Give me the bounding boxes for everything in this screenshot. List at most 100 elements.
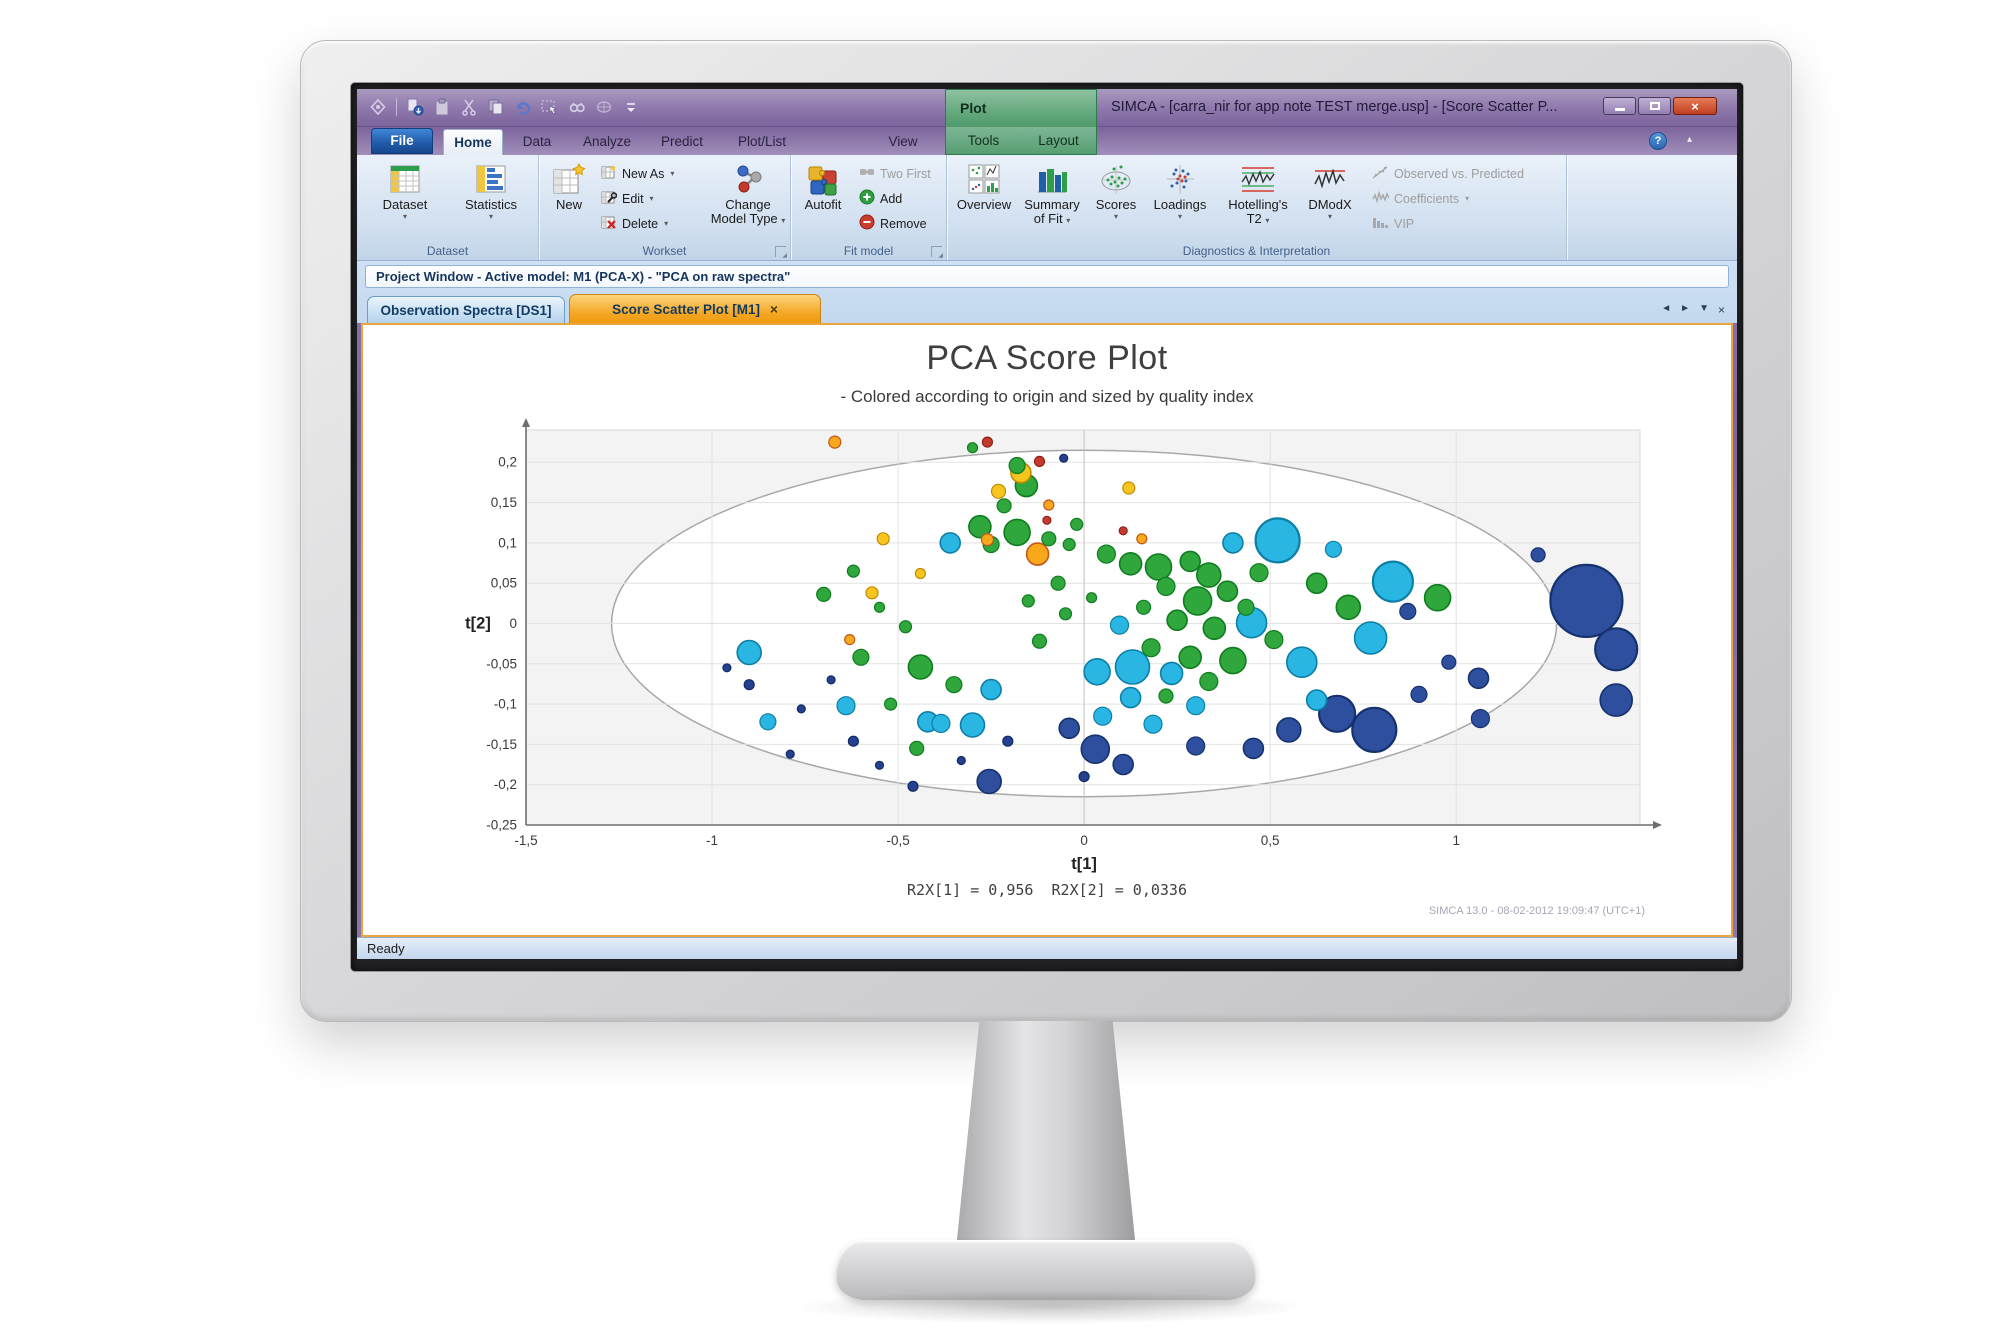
overview-button[interactable]: Overview [951,157,1017,212]
tab-controls: ◄ ► ▼ × [1661,303,1725,317]
minimize-icon[interactable] [1603,97,1636,115]
more-icon[interactable] [620,96,642,118]
y-tick-label: -0,15 [486,737,517,752]
tab-plotlist[interactable]: Plot/List [737,134,787,149]
select-icon[interactable] [539,96,561,118]
remove-component-button[interactable]: Remove [859,211,947,236]
y-tick-label: -0,25 [486,818,517,833]
tab-data[interactable]: Data [522,134,552,149]
change-model-label-1: Change [725,197,771,212]
monitor-stand-base [836,1240,1256,1300]
next-tab-icon[interactable]: ► [1680,303,1691,314]
tab-tools[interactable]: Tools [967,133,1000,148]
prev-tab-icon[interactable]: ◄ [1661,303,1672,314]
tab-view[interactable]: View [888,134,918,149]
undo-icon[interactable] [512,96,534,118]
autofit-button[interactable]: Autofit [793,157,853,212]
dropdown-arrow-icon: ▾ [488,212,493,221]
summary-label-2: of Fit [1033,211,1063,226]
copy-icon[interactable] [485,96,507,118]
ribbon-group-fit-model: Autofit Two First [791,155,947,260]
new-workset-label: New [555,197,582,212]
y-tick-label: -0,05 [486,656,517,671]
cut-icon[interactable] [458,96,480,118]
tab-score-scatter-plot[interactable]: Score Scatter Plot [M1] × [569,294,821,323]
tab-file[interactable]: File [371,128,433,154]
tab-analyze[interactable]: Analyze [582,134,632,149]
new-as-icon [601,164,617,183]
dropdown-arrow-icon: ▾ [664,219,669,228]
group-label-fit-model: Fit model [843,244,894,258]
summary-of-fit-icon [1035,160,1069,198]
dataset-table-icon [388,160,422,198]
two-first-button[interactable]: Two First [859,161,947,186]
loadings-button[interactable]: Loadings ▾ [1145,157,1215,221]
minimize-ribbon-icon[interactable]: ▴ [1687,134,1693,145]
statistics-button[interactable]: Statistics ▾ [447,157,535,221]
dmodx-button[interactable]: DModX ▾ [1301,157,1359,221]
delete-button[interactable]: Delete ▾ [601,211,705,236]
tab-layout[interactable]: Layout [1038,133,1079,148]
observed-vs-predicted-button[interactable]: Observed vs. Predicted [1371,161,1561,186]
ribbon-group-dataset: Dataset ▾ Statistics ▾ Dataset [357,155,539,260]
options-icon[interactable] [593,96,615,118]
status-text: Ready [367,941,405,956]
tab-observation-spectra[interactable]: Observation Spectra [DS1] [367,296,565,323]
group-label-dataset: Dataset [426,244,469,258]
hotelling-label-1: Hotelling's [1228,197,1288,212]
add-component-button[interactable]: Add [859,186,947,211]
close-tab-icon[interactable]: × [1717,303,1725,317]
delete-icon [601,214,617,233]
x-axis-label: t[1] [1071,855,1097,873]
quick-access-toolbar [367,96,642,118]
contextual-tab-header-plot[interactable]: Plot [945,89,1097,127]
dropdown-arrow-icon: ▾ [1113,212,1118,221]
monitor-bezel: Plot SIMCA - [carra_nir for app note TES… [300,40,1792,1022]
y-tick-label: 0 [509,616,517,631]
x-tick-label: 0,5 [1261,833,1280,848]
dataset-button-label: Dataset [382,197,428,212]
dropdown-arrow-icon: ▾ [1066,216,1071,225]
dataset-button[interactable]: Dataset ▾ [363,157,447,221]
edit-icon [601,189,618,208]
new-workset-button[interactable]: New [541,157,597,212]
remove-icon [859,214,875,233]
clipboard-icon[interactable] [431,96,453,118]
tab-predict[interactable]: Predict [660,134,704,149]
plot-r2x-footer: R2X[1] = 0,956 R2X[2] = 0,0336 [907,881,1187,899]
x-tick-label: -1,5 [514,833,537,848]
maximize-icon[interactable] [1638,97,1671,115]
scores-button[interactable]: Scores ▾ [1087,157,1145,221]
score-points [722,435,1639,795]
plot-document: PCA Score Plot - Colored according to or… [361,323,1733,937]
find-icon[interactable] [566,96,588,118]
help-icon[interactable]: ? [1649,132,1667,150]
edit-button[interactable]: Edit ▾ [601,186,705,211]
dropdown-arrow-icon: ▾ [1465,194,1470,203]
change-model-type-icon [731,160,765,198]
new-as-button[interactable]: New As ▾ [601,161,705,186]
dmodx-icon [1312,160,1348,198]
score-scatter-plot[interactable]: 0,20,150,10,050-0,05-0,1-0,15-0,2-0,25-1… [403,411,1703,881]
y-axis-label: t[2] [465,615,491,633]
tab-home[interactable]: Home [443,129,503,155]
y-tick-label: 0,05 [491,576,517,591]
dialog-launcher-icon[interactable] [931,246,943,259]
vip-button[interactable]: VIP [1371,211,1561,236]
close-tab-icon[interactable]: × [769,302,778,317]
dialog-launcher-icon[interactable] [775,246,787,259]
y-tick-label: 0,2 [498,455,517,470]
tab-list-icon[interactable]: ▼ [1699,303,1709,314]
import-icon[interactable] [404,96,426,118]
change-model-type-button[interactable]: Change Model Type ▾ [705,157,791,226]
hotellings-t2-button[interactable]: Hotelling's T2 ▾ [1215,157,1301,226]
dropdown-arrow-icon: ▾ [402,212,407,221]
close-icon[interactable]: × [1673,97,1717,115]
coefficients-button[interactable]: Coefficients ▾ [1371,186,1561,211]
coefficients-label: Coefficients [1394,191,1460,206]
summary-of-fit-button[interactable]: Summary of Fit ▾ [1017,157,1087,226]
dropdown-arrow-icon: ▾ [649,194,654,203]
plot-watermark: SIMCA 13.0 - 08-02-2012 19:09:47 (UTC+1) [1428,905,1645,917]
vip-icon [1371,215,1389,233]
app-icon[interactable] [367,96,389,118]
